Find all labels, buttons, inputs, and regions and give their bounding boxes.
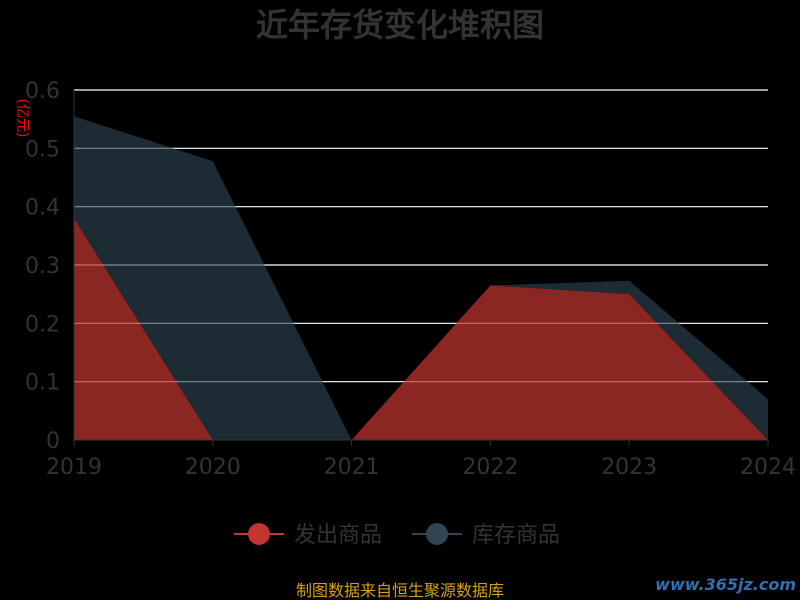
x-tick-label: 2023 <box>601 455 657 480</box>
x-tick-label: 2020 <box>185 455 241 480</box>
watermark: www.365jz.com <box>655 575 796 594</box>
y-tick-label: 0.5 <box>25 137 60 162</box>
y-tick-label: 0.6 <box>25 79 60 104</box>
area-shipped-goods <box>74 218 768 440</box>
y-axis-unit-label: (亿元) <box>14 99 30 138</box>
y-axis-ticks: 0 0.1 0.2 0.3 0.4 0.5 0.6 <box>25 79 60 454</box>
chart-title: 近年存货变化堆积图 <box>256 6 544 44</box>
legend-item-shipped-goods[interactable]: 发出商品 <box>234 523 382 548</box>
area-stock-goods <box>74 116 768 440</box>
y-tick-label: 0.1 <box>25 371 60 396</box>
legend-label: 库存商品 <box>472 523 560 548</box>
axes <box>73 90 768 441</box>
legend-item-stock-goods[interactable]: 库存商品 <box>412 523 560 548</box>
x-axis-ticks: 2019 2020 2021 2022 2023 2024 <box>46 440 796 480</box>
legend-label: 发出商品 <box>294 523 382 548</box>
y-tick-label: 0 <box>46 429 60 454</box>
legend-marker-icon <box>248 523 270 545</box>
y-tick-label: 0.3 <box>25 254 60 279</box>
x-tick-label: 2019 <box>46 455 102 480</box>
x-tick-label: 2022 <box>462 455 518 480</box>
area-series <box>74 116 768 440</box>
legend-marker-icon <box>426 523 448 545</box>
data-source-note: 制图数据来自恒生聚源数据库 <box>296 581 504 600</box>
y-tick-label: 0.2 <box>25 312 60 337</box>
x-tick-label: 2021 <box>324 455 380 480</box>
y-tick-label: 0.4 <box>25 196 60 221</box>
x-tick-label: 2024 <box>740 455 796 480</box>
legend[interactable]: 发出商品 库存商品 <box>234 523 560 548</box>
